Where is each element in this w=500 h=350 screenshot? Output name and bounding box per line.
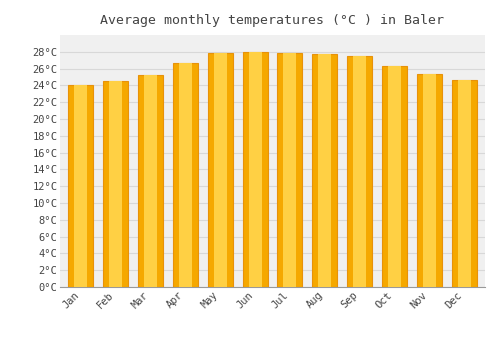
Bar — [103, 81, 128, 287]
Bar — [173, 63, 198, 287]
Bar — [74, 85, 88, 287]
Bar — [388, 66, 401, 287]
Bar — [416, 75, 442, 287]
Bar — [318, 54, 332, 287]
Bar — [312, 54, 338, 287]
Bar — [347, 56, 372, 287]
Bar — [248, 52, 262, 287]
Bar — [179, 63, 192, 287]
Bar — [242, 52, 268, 287]
Bar — [68, 85, 94, 287]
Bar — [144, 75, 157, 287]
Bar — [138, 75, 163, 287]
Bar — [382, 66, 407, 287]
Bar — [353, 56, 366, 287]
Bar — [214, 54, 227, 287]
Bar — [452, 80, 476, 287]
Title: Average monthly temperatures (°C ) in Baler: Average monthly temperatures (°C ) in Ba… — [100, 14, 444, 27]
Bar — [422, 75, 436, 287]
Bar — [458, 80, 470, 287]
Bar — [278, 52, 302, 287]
Bar — [109, 81, 122, 287]
Bar — [208, 54, 233, 287]
Bar — [284, 52, 296, 287]
